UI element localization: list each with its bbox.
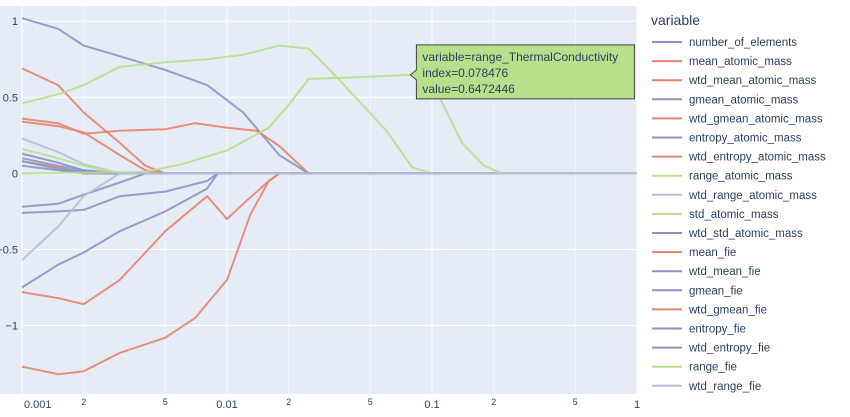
- legend-item-label[interactable]: wtd_gmean_fie: [688, 304, 767, 316]
- x-tick-label: 0.1: [424, 399, 439, 411]
- x-tick-label: 1: [634, 399, 640, 411]
- x-minor-tick-label: 5: [573, 397, 578, 407]
- series-line-gmean-fie[interactable]: [21, 172, 219, 289]
- x-minor-tick-label: 2: [286, 397, 291, 407]
- x-tick-label: 0.01: [216, 399, 237, 411]
- series-line-entropy-fie[interactable]: [21, 172, 146, 208]
- y-tick-label: 0: [12, 168, 18, 180]
- series-line-wtd-gmean-atomic-mass[interactable]: [21, 67, 166, 175]
- legend-item-label[interactable]: wtd_std_atomic_mass: [688, 228, 803, 240]
- tooltip-box: [409, 44, 635, 100]
- series-line-wtd-entropy-atomic-mass[interactable]: [21, 117, 310, 175]
- legend-item-label[interactable]: entropy_atomic_mass: [689, 133, 802, 145]
- y-tick-label: −1: [5, 321, 18, 333]
- series-line-mean-fie[interactable]: [21, 172, 280, 306]
- legend-item-label[interactable]: mean_atomic_mass: [689, 56, 792, 68]
- x-minor-tick-label: 2: [81, 397, 86, 407]
- legend-item-label[interactable]: mean_fie: [689, 247, 736, 259]
- series-line-wtd-gmean-fie[interactable]: [21, 172, 280, 376]
- series-line-range-fie[interactable]: [21, 73, 637, 175]
- legend-item-label[interactable]: wtd_mean_atomic_mass: [688, 75, 816, 87]
- x-minor-tick-label: 2: [491, 397, 496, 407]
- x-minor-tick-label: 5: [163, 397, 168, 407]
- y-tick-label: 0.5: [3, 92, 18, 104]
- legend-item-label[interactable]: wtd_range_atomic_mass: [688, 190, 817, 202]
- y-axis-ticks: 1 0.5 0 −0.5 −1: [0, 16, 18, 332]
- series-line-wtd-range-fie[interactable]: [21, 172, 637, 261]
- y-tick-label: 1: [12, 16, 18, 28]
- tooltip-line: value=0.6472446: [422, 82, 515, 96]
- hover-tooltip: variable=range_ThermalConductivity index=…: [409, 44, 635, 100]
- legend-item-label[interactable]: wtd_mean_fie: [688, 266, 761, 278]
- legend: variable number_of_elements mean_atomic_m…: [651, 12, 826, 393]
- x-minor-tick-label: 5: [368, 397, 373, 407]
- legend-title: variable: [651, 12, 700, 28]
- legend-item-label[interactable]: wtd_entropy_fie: [688, 343, 770, 355]
- x-axis-ticks: 0.001 0.01 0.1 1 2 5 2 5 2 5: [24, 397, 640, 411]
- legend-item-label[interactable]: gmean_fie: [689, 285, 743, 297]
- legend-item-label[interactable]: range_fie: [689, 362, 737, 374]
- legend-item-label[interactable]: wtd_gmean_atomic_mass: [688, 113, 823, 125]
- tooltip-line: variable=range_ThermalConductivity: [422, 50, 618, 64]
- legend-item-label[interactable]: number_of_elements: [689, 37, 797, 49]
- legend-item-label[interactable]: range_atomic_mass: [689, 171, 793, 183]
- legend-item-label[interactable]: wtd_range_fie: [688, 381, 761, 393]
- series-line-range-atomic-mass[interactable]: [21, 44, 433, 175]
- series-line-number-of-elements[interactable]: [21, 172, 219, 214]
- series-lines[interactable]: [21, 17, 637, 376]
- legend-item-label[interactable]: entropy_fie: [689, 324, 746, 336]
- x-tick-label: 0.001: [24, 399, 52, 411]
- series-line-gmean-atomic-mass[interactable]: [21, 17, 310, 175]
- legend-item-label[interactable]: gmean_atomic_mass: [689, 94, 799, 106]
- legend-item-label[interactable]: wtd_entropy_atomic_mass: [688, 152, 826, 164]
- legend-item-label[interactable]: std_atomic_mass: [689, 209, 779, 221]
- y-tick-label: −0.5: [0, 244, 18, 256]
- tooltip-line: index=0.078476: [422, 66, 508, 80]
